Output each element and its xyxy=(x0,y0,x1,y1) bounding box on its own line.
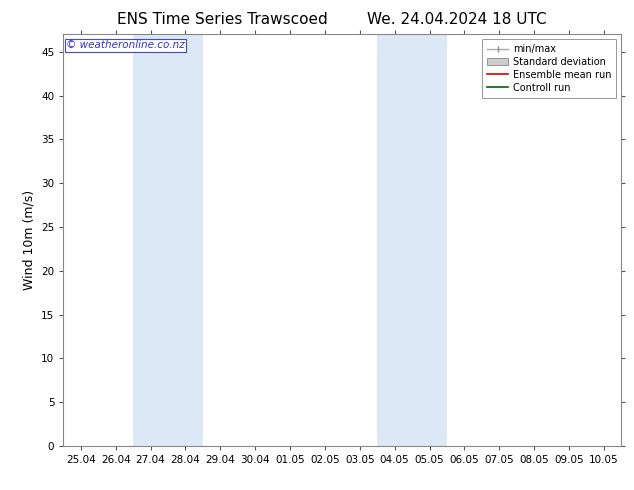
Bar xyxy=(377,34,447,446)
Bar xyxy=(133,34,203,446)
Text: © weatheronline.co.nz: © weatheronline.co.nz xyxy=(66,41,185,50)
Text: ENS Time Series Trawscoed: ENS Time Series Trawscoed xyxy=(117,12,327,27)
Y-axis label: Wind 10m (m/s): Wind 10m (m/s) xyxy=(23,190,36,290)
Text: We. 24.04.2024 18 UTC: We. 24.04.2024 18 UTC xyxy=(366,12,547,27)
Legend: min/max, Standard deviation, Ensemble mean run, Controll run: min/max, Standard deviation, Ensemble me… xyxy=(482,39,616,98)
